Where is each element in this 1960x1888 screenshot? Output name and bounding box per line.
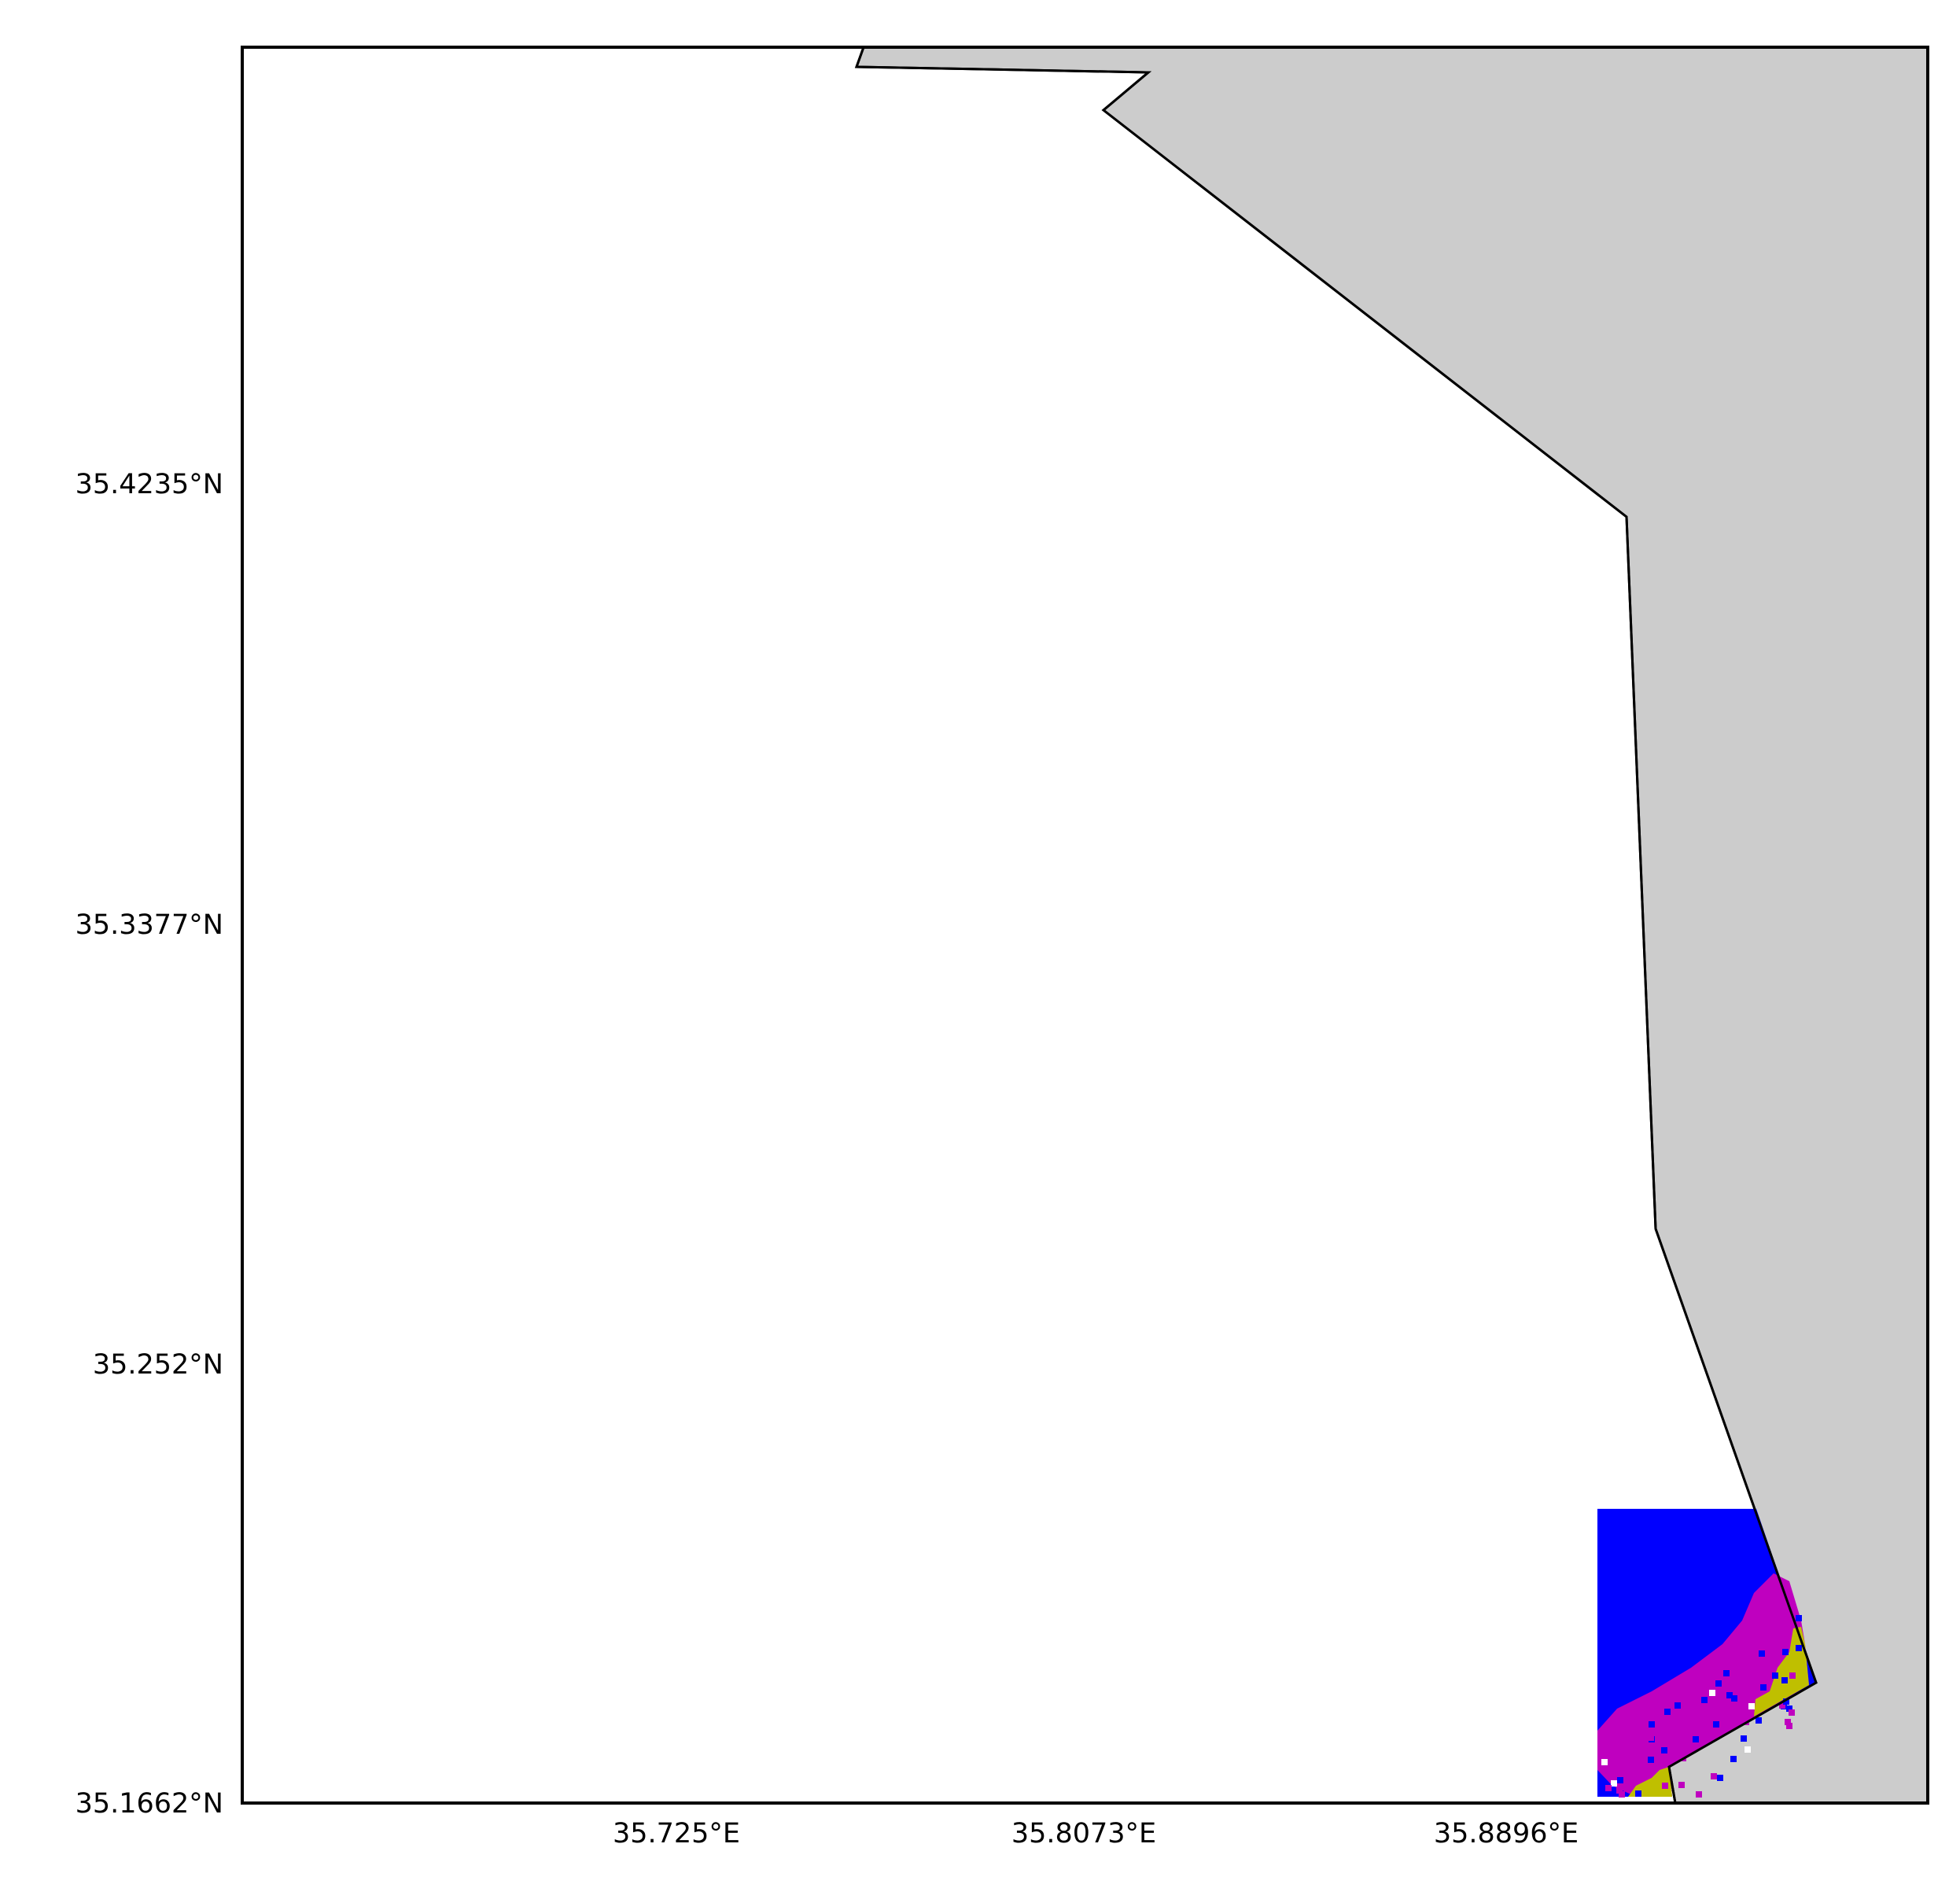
raster-pixel: [1752, 1674, 1759, 1680]
raster-pixel: [1678, 1782, 1685, 1788]
raster-pixel: [1789, 1672, 1796, 1679]
raster-pixel: [1619, 1791, 1625, 1798]
raster-pixel: [1711, 1773, 1717, 1779]
raster-pixel: [1656, 1742, 1662, 1749]
x-tick-label: 35.8896°E: [1434, 1818, 1579, 1849]
raster-pixel: [1709, 1690, 1715, 1696]
raster-pixel: [1617, 1777, 1623, 1783]
raster-pixel: [1783, 1698, 1789, 1705]
y-tick-label: 35.4235°N: [76, 469, 223, 500]
raster-pixel: [1781, 1677, 1788, 1683]
raster-pixel: [1674, 1702, 1681, 1709]
raster-pixel: [1664, 1709, 1671, 1715]
x-tick-label: 35.725°E: [613, 1818, 740, 1849]
raster-pixel: [1649, 1721, 1655, 1728]
raster-pixel: [1601, 1759, 1608, 1765]
raster-pixel: [1786, 1723, 1792, 1729]
raster-pixel: [1796, 1645, 1802, 1651]
raster-pixel: [1779, 1702, 1785, 1709]
coastline: [854, 46, 1818, 1804]
raster-pixel: [1748, 1703, 1755, 1709]
raster-pixel: [1616, 1787, 1623, 1794]
raster-pixel: [1756, 1717, 1762, 1724]
raster-olive-region: [1754, 1627, 1809, 1717]
map-frame: [241, 46, 1929, 1805]
raster-pixel: [1717, 1775, 1723, 1781]
raster-pixel: [1772, 1672, 1778, 1679]
x-tick-label: 35.8073°E: [1011, 1818, 1156, 1849]
raster-pixel: [1664, 1753, 1671, 1760]
raster-pixel: [1627, 1734, 1633, 1740]
raster-pixel: [1731, 1695, 1737, 1702]
raster-pixel: [1785, 1719, 1791, 1725]
raster-pixel: [1782, 1649, 1789, 1655]
raster-pixel: [1734, 1660, 1741, 1666]
raster-pixel: [1701, 1697, 1708, 1703]
raster-pixel: [1720, 1719, 1726, 1725]
raster-pixel: [1786, 1705, 1792, 1712]
raster-pixel: [1760, 1684, 1767, 1691]
raster-pixel: [1611, 1780, 1617, 1787]
raster-pixel: [1730, 1756, 1737, 1762]
raster-pixel: [1789, 1709, 1795, 1716]
raster-pixel: [1662, 1783, 1668, 1789]
raster-pixel: [1605, 1785, 1612, 1791]
raster-pixel: [1648, 1757, 1654, 1763]
y-tick-label: 35.252°N: [93, 1349, 223, 1381]
raster-pixel: [1715, 1680, 1722, 1687]
raster-pixel: [1696, 1791, 1702, 1798]
raster-pixel: [1741, 1735, 1747, 1742]
raster-pixel: [1635, 1790, 1641, 1797]
raster-pixel: [1726, 1692, 1733, 1698]
raster-pixel: [1648, 1735, 1654, 1741]
y-tick-label: 35.3377°N: [76, 909, 223, 941]
raster-pixel: [1661, 1747, 1667, 1753]
raster-speckles: [1601, 1615, 1802, 1798]
raster-pixel: [1713, 1721, 1719, 1728]
raster-pixel: [1796, 1615, 1802, 1621]
raster-data-overlay: [1597, 1509, 1816, 1798]
raster-pixel: [1685, 1724, 1691, 1730]
y-tick-label: 35.1662°N: [76, 1788, 223, 1820]
raster-pixel: [1723, 1670, 1730, 1676]
raster-pixel: [1693, 1736, 1699, 1742]
raster-pixel: [1627, 1748, 1633, 1754]
raster-pixel: [1744, 1746, 1751, 1753]
raster-pixel: [1759, 1650, 1765, 1657]
raster-olive-region-lower: [1628, 1767, 1672, 1797]
